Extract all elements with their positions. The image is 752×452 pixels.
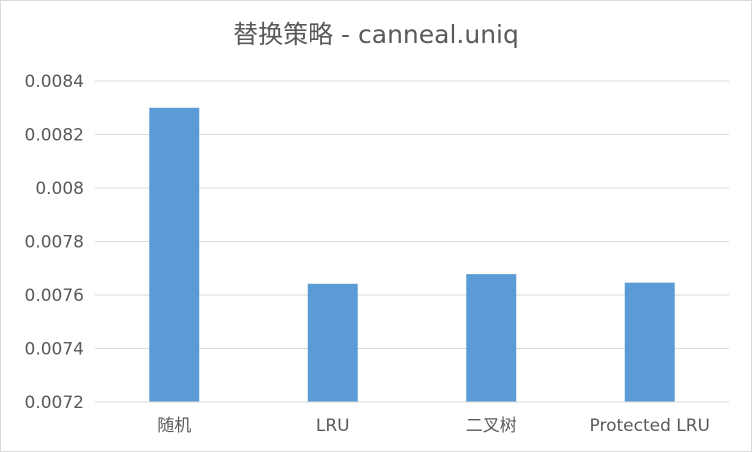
gridlines bbox=[95, 80, 729, 349]
bar bbox=[624, 282, 675, 402]
y-tick-label: 0.0072 bbox=[25, 393, 84, 413]
bars bbox=[149, 107, 675, 402]
y-axis-ticks: 0.0072 0.0074 0.0076 0.0078 0.008 0.0082 0.008… bbox=[25, 72, 84, 413]
y-tick-label: 0.0078 bbox=[25, 233, 84, 253]
chart-title: 替换策略 - canneal.uniq bbox=[233, 20, 519, 49]
bar bbox=[466, 274, 517, 402]
x-axis-ticks: 随机 LRU 二叉树 Protected LRU bbox=[157, 416, 710, 436]
x-tick-label: Protected LRU bbox=[590, 416, 711, 436]
y-tick-label: 0.008 bbox=[35, 179, 84, 199]
x-tick-label: 二叉树 bbox=[466, 416, 517, 436]
y-tick-label: 0.0074 bbox=[25, 340, 84, 360]
x-tick-label: LRU bbox=[316, 416, 350, 436]
y-tick-label: 0.0084 bbox=[25, 72, 84, 92]
y-tick-label: 0.0076 bbox=[25, 286, 84, 306]
x-tick-label: 随机 bbox=[157, 416, 191, 436]
y-tick-label: 0.0082 bbox=[25, 126, 84, 146]
bar bbox=[307, 283, 358, 402]
bar bbox=[149, 107, 200, 402]
